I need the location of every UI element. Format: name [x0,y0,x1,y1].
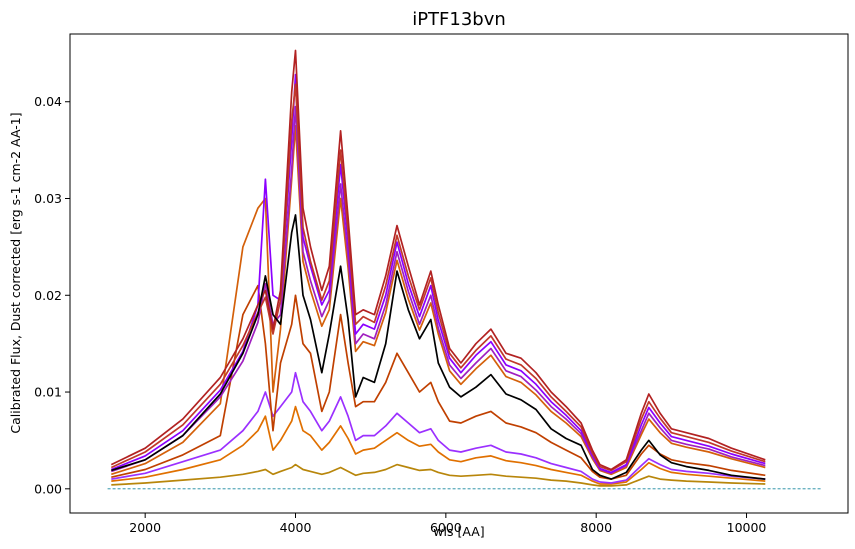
spectrum-line-5 [111,105,766,475]
spectrum-line-2 [110,49,766,471]
x-axis-ticks: 2000 4000 6000 8000 10000 [129,513,766,535]
spectrum-line-10 [111,463,766,487]
y-tick-label: 0.01 [34,385,62,400]
x-tick-label: 8000 [580,520,612,535]
x-tick-label: 6000 [430,520,462,535]
spectrum-line-4 [110,73,766,474]
plot-frame [69,33,849,514]
x-tick-label: 2000 [129,520,161,535]
spectrum-line-3 [110,83,766,472]
spectrum-line-1 [111,214,766,480]
spectra-lines [107,49,822,490]
y-tick-label: 0.03 [34,191,62,206]
x-tick-label: 4000 [280,520,312,535]
y-tick-label: 0.02 [34,288,62,303]
spectrum-line-8 [111,371,766,484]
x-axis-label: wls [AA] [433,524,484,539]
chart-title: iPTF13bvn [412,9,506,30]
y-axis-ticks: 0.00 0.01 0.02 0.03 0.04 [34,94,70,496]
y-tick-label: 0.00 [34,481,62,496]
y-tick-label: 0.04 [34,94,62,109]
x-tick-label: 10000 [727,520,767,535]
spectrum-line-6 [111,125,766,476]
spectrum-line-9 [111,405,766,485]
spectrum-line-7 [111,284,766,480]
y-axis-label: Calibrated Flux, Dust corrected [erg s-1… [8,112,23,433]
